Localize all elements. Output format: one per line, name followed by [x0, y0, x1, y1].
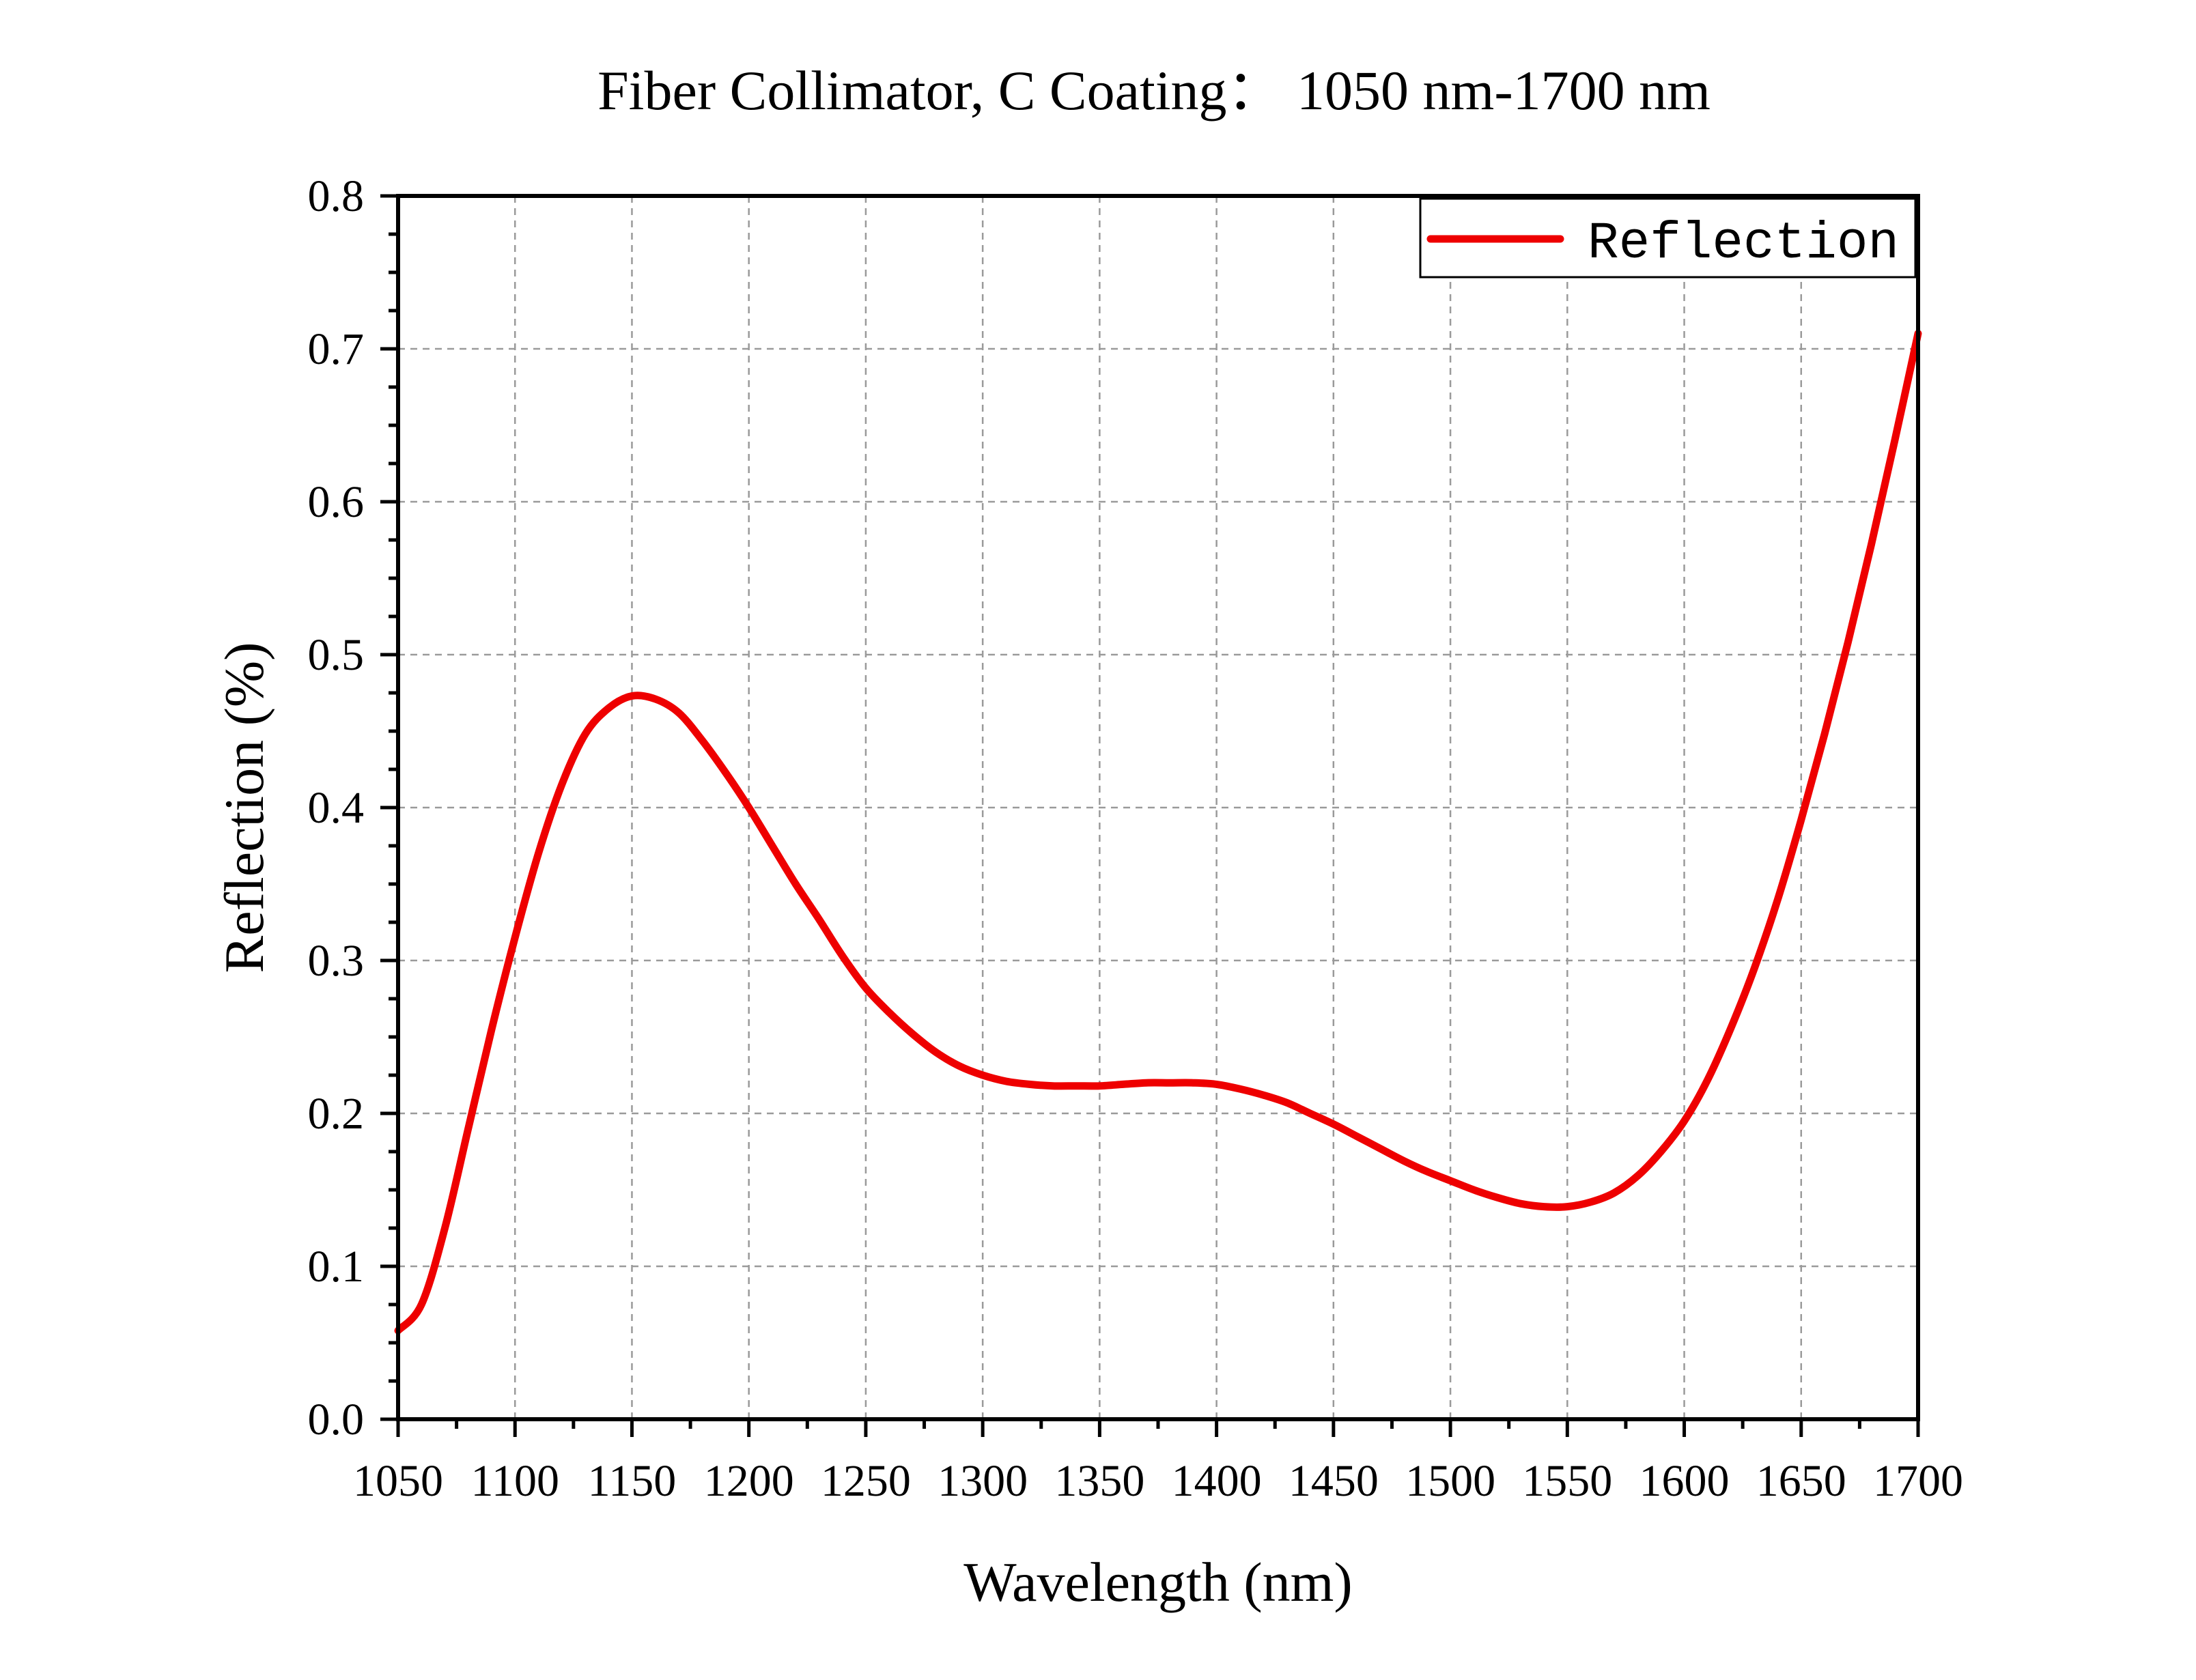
x-tick-label: 1400: [1172, 1456, 1262, 1506]
y-tick-labels: 0.0 0.1 0.2 0.3 0.4 0.5 0.6 0.7 0.8: [308, 171, 365, 1444]
y-tick-label: 0.4: [308, 783, 365, 833]
y-tick-label: 0.3: [308, 936, 365, 986]
x-axis-label: Wavelength (nm): [963, 1551, 1352, 1613]
y-axis-label: Reflection (%): [213, 642, 275, 973]
y-tick-label: 0.0: [308, 1395, 365, 1444]
x-tick-label: 1350: [1054, 1456, 1144, 1506]
x-tick-label: 1150: [588, 1456, 677, 1506]
x-tick-labels: 1050 1100 1150 1200 1250 1300 1350 1400 1450 1500…: [353, 1456, 1963, 1506]
x-tick-label: 1600: [1639, 1456, 1730, 1506]
y-tick-label: 0.8: [308, 171, 365, 221]
chart-title: Fiber Collimator, C Coating： 1050 nm-170…: [597, 59, 1711, 122]
x-tick-label: 1700: [1873, 1456, 1963, 1506]
x-tick-label: 1300: [938, 1456, 1028, 1506]
x-tick-label: 1050: [353, 1456, 443, 1506]
x-tick-label: 1550: [1522, 1456, 1612, 1506]
axis-ticks: [380, 194, 1920, 1437]
y-tick-label: 0.7: [308, 324, 365, 374]
x-tick-label: 1450: [1289, 1456, 1379, 1506]
y-tick-label: 0.5: [308, 630, 365, 680]
plot-frame: [396, 194, 1920, 1421]
y-tick-label: 0.6: [308, 477, 365, 527]
y-tick-label: 0.1: [308, 1242, 365, 1292]
x-tick-label: 1250: [821, 1456, 911, 1506]
reflection-series-line: [394, 330, 1922, 1335]
x-tick-label: 1100: [470, 1456, 559, 1506]
x-tick-label: 1650: [1756, 1456, 1846, 1506]
legend: Reflection: [1419, 197, 1917, 279]
legend-label: Reflection: [1588, 214, 1899, 273]
y-tick-label: 0.2: [308, 1089, 365, 1139]
x-tick-label: 1200: [704, 1456, 794, 1506]
grid: [398, 196, 1918, 1419]
x-tick-label: 1500: [1405, 1456, 1495, 1506]
